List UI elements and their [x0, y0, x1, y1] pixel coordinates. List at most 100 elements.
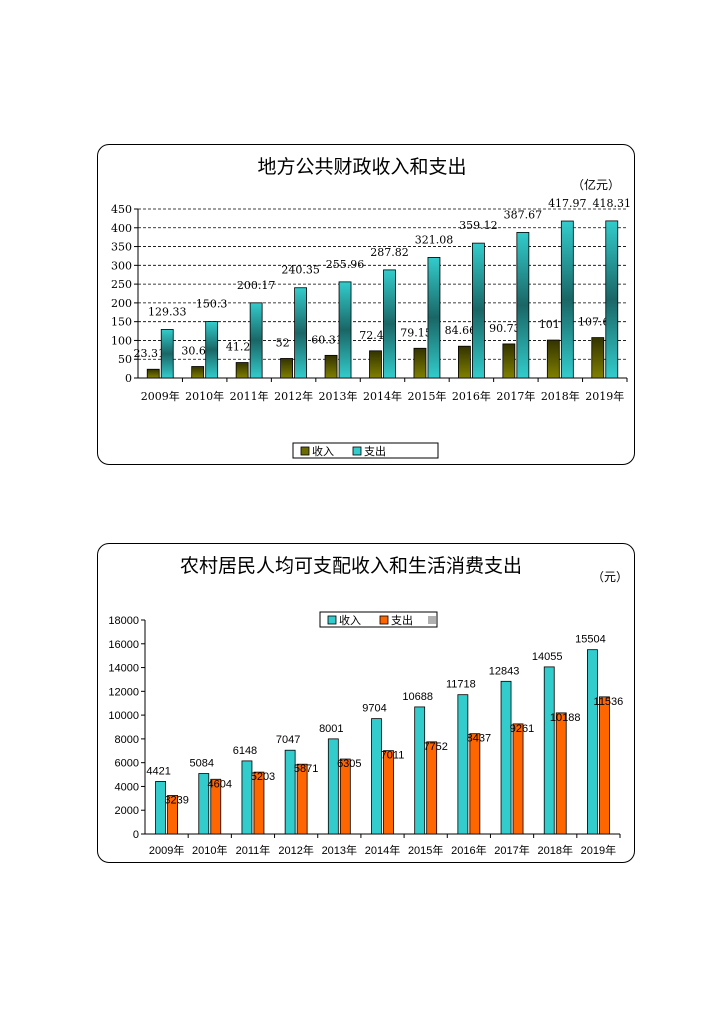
chart1-xtick-label: 2019年: [585, 389, 624, 403]
chart2-legend-label: 收入: [339, 613, 361, 627]
chart2-xtick-label: 2015年: [408, 843, 443, 857]
chart1-title: 地方公共财政收入和支出: [257, 156, 467, 178]
chart2-data-label: 15504: [575, 634, 606, 646]
chart2-ytick-label: 18000: [108, 615, 139, 627]
chart2-ytick-label: 6000: [115, 758, 139, 770]
chart1-xtick-label: 2009年: [141, 389, 180, 403]
chart2-data-label: 11718: [446, 679, 476, 691]
chart2-data-label: 5203: [251, 771, 275, 783]
chart2-bar-income: [500, 680, 512, 835]
chart2-bar-expense: [512, 723, 524, 835]
chart2-bar-income: [371, 718, 382, 835]
chart1-data-label: 84.66: [445, 324, 477, 337]
chart2-bar-income: [327, 738, 339, 835]
chart1-bar-income: [146, 368, 160, 379]
chart1-legend-swatch-1: [352, 446, 362, 456]
chart2-data-label: 8001: [319, 723, 343, 735]
chart2-data-label: 10188: [550, 712, 581, 724]
chart1-bar-expense: [249, 302, 263, 379]
chart2-bar-expense: [253, 771, 265, 835]
chart1-xtick-label: 2013年: [319, 389, 358, 403]
chart1-xtick-label: 2018年: [541, 389, 580, 403]
chart1-bar-income: [591, 337, 605, 379]
chart2-data-label: 7011: [381, 750, 405, 762]
chart2-xtick-label: 2009年: [149, 843, 184, 857]
chart2-bar-expense: [383, 750, 394, 835]
chart1-data-label: 101: [539, 318, 560, 331]
chart1-unit: （亿元）: [572, 178, 621, 192]
chart1-xtick-label: 2016年: [452, 389, 491, 403]
chart2-ytick-label: 8000: [115, 734, 139, 746]
chart2-bar-expense: [426, 741, 438, 835]
chart2-bar-expense: [339, 758, 351, 835]
chart2-legend-swatch-1: [379, 615, 389, 625]
chart2-data-label: 5084: [190, 758, 214, 770]
chart2-bar-expense: [469, 733, 481, 835]
chart1-xtick-label: 2010年: [185, 389, 224, 403]
chart2-bar-income: [198, 773, 210, 835]
chart1-ytick-label: 400: [111, 222, 132, 235]
chart2-bar-expense: [555, 712, 567, 835]
chart1-bar-income: [369, 350, 382, 379]
chart1-bar-income: [324, 354, 338, 379]
chart1-ytick-label: 0: [125, 372, 132, 385]
chart1-data-label: 359.12: [459, 219, 498, 232]
chart1-bar-expense: [560, 220, 574, 379]
chart2-bar-income: [457, 694, 469, 835]
chart1-ytick-label: 450: [111, 203, 132, 216]
chart1-ytick-label: 250: [111, 278, 132, 291]
chart2-xtick-label: 2017年: [494, 843, 529, 857]
chart2-ytick-label: 14000: [108, 663, 139, 675]
chart2-ytick-label: 10000: [108, 710, 139, 722]
chart2-ytick-label: 0: [133, 829, 139, 841]
chart2-data-label: 5871: [294, 763, 318, 775]
chart2-legend-swatch-0: [327, 615, 337, 625]
chart1-xtick-label: 2017年: [496, 389, 535, 403]
chart2-bar-expense: [599, 696, 610, 835]
chart1-data-label: 52: [276, 336, 290, 349]
chart2-legend: [319, 611, 438, 628]
chart2-xtick-label: 2011年: [236, 843, 271, 857]
chart1-data-label: 321.08: [415, 233, 454, 246]
chart2-ytick-label: 4000: [115, 781, 139, 793]
chart2-data-label: 8437: [467, 733, 491, 745]
chart2-data-label: 12843: [489, 665, 520, 677]
chart2-bar-income: [587, 649, 598, 835]
chart1-data-label: 79.15: [400, 326, 432, 339]
chart2-data-label: 10688: [402, 691, 433, 703]
chart1-data-label: 23.31: [133, 347, 165, 360]
chart2-data-label: 3239: [164, 794, 188, 806]
chart2-xtick-label: 2019年: [581, 843, 616, 857]
chart1-bar-income: [191, 366, 205, 379]
chart1-bar-income: [280, 358, 293, 379]
chart2-data-label: 6148: [233, 745, 257, 757]
chart2-data-label: 9261: [510, 723, 534, 735]
chart1-bar-expense: [294, 287, 307, 379]
chart2-xtick-label: 2014年: [365, 843, 400, 857]
chart1-bar-expense: [338, 281, 352, 379]
chart1-data-label: 72.4: [359, 329, 384, 342]
chart2-data-label: 7752: [423, 741, 447, 753]
chart2-xtick-label: 2010年: [192, 843, 227, 857]
chart1-data-label: 107.6: [578, 316, 610, 329]
chart1-bar-income: [546, 339, 560, 379]
chart2-ytick-label: 2000: [115, 805, 139, 817]
chart2-bar-income: [155, 781, 166, 835]
chart1-bar-expense: [160, 329, 174, 379]
chart1-legend-label: 支出: [364, 444, 386, 458]
chart1-legend-swatch-0: [300, 446, 310, 456]
chart1-ytick-label: 200: [111, 297, 132, 310]
chart2-legend-swatch-extra: [428, 616, 436, 624]
chart1-legend: [292, 442, 439, 459]
chart1-bar-expense: [516, 232, 530, 379]
chart2-legend-label: 支出: [391, 613, 413, 627]
chart2-bar-income: [414, 706, 426, 835]
chart1-data-label: 240.35: [281, 264, 320, 277]
chart1-ytick-label: 100: [111, 334, 132, 347]
chart1-xtick-label: 2012年: [274, 389, 313, 403]
chart1-frame: [97, 144, 635, 465]
chart1-data-label: 41.2: [226, 341, 251, 354]
chart2-ytick-label: 16000: [108, 639, 139, 651]
